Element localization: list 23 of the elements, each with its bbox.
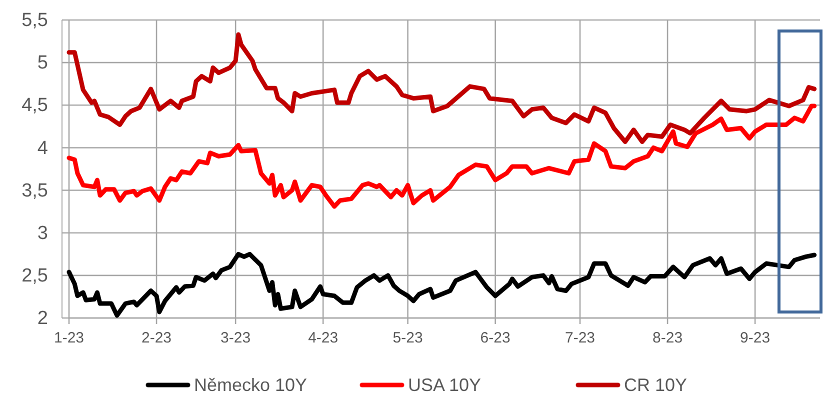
x-tick-label: 7-23 <box>565 330 596 347</box>
x-tick-label: 9-23 <box>740 330 770 347</box>
y-tick-label: 2,5 <box>22 266 48 287</box>
y-tick-label: 3 <box>37 222 48 244</box>
x-tick-label: 5-23 <box>392 330 423 347</box>
legend-label: Německo 10Y <box>194 375 308 395</box>
legend-label: USA 10Y <box>408 375 482 395</box>
y-tick-label: 5 <box>37 52 48 74</box>
x-tick-label: 3-23 <box>220 330 251 347</box>
x-tick-label: 6-23 <box>480 330 510 347</box>
y-tick-label: 3,5 <box>22 180 48 202</box>
line-series <box>66 104 817 209</box>
y-tick-label: 4 <box>37 138 48 159</box>
legend-label: CR 10Y <box>624 375 688 395</box>
x-tick-label: 1-23 <box>54 330 84 347</box>
line-series <box>66 252 817 318</box>
x-tick-label: 4-23 <box>308 330 338 347</box>
y-tick-label: 5,5 <box>22 10 48 32</box>
line-series <box>66 32 817 144</box>
y-tick-label: 4,5 <box>22 95 48 116</box>
x-tick-label: 2-23 <box>142 330 172 347</box>
x-tick-label: 8-23 <box>652 330 683 347</box>
y-tick-label: 2 <box>37 308 48 330</box>
